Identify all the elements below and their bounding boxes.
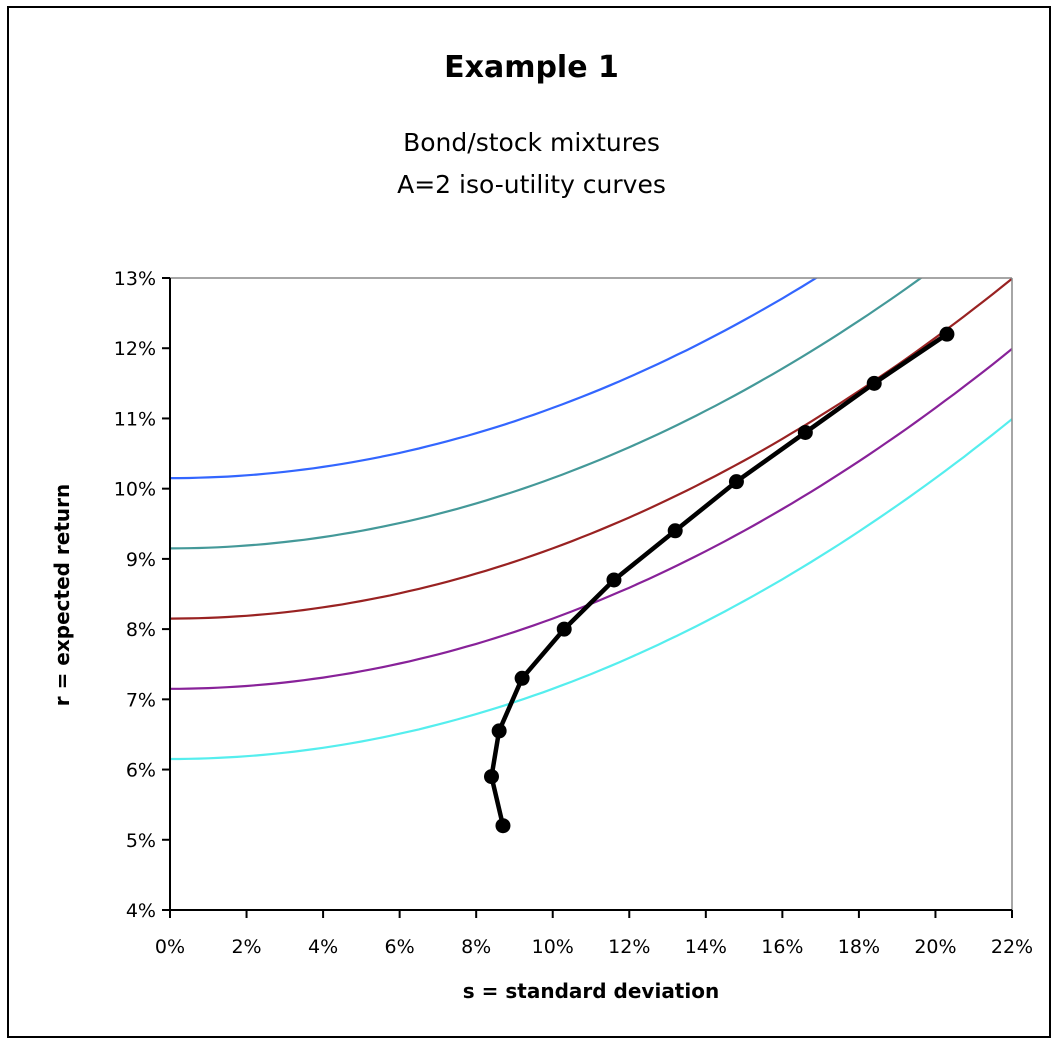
frontier-point <box>667 523 683 539</box>
x-tick-label: 12% <box>608 936 650 958</box>
frontier-point <box>495 818 511 834</box>
y-tick-label: 7% <box>126 689 156 711</box>
x-tick-label: 0% <box>155 936 185 958</box>
x-tick-label: 22% <box>991 936 1033 958</box>
iso-utility-curve-1 <box>170 278 819 480</box>
chart-frame <box>7 6 1051 1038</box>
y-tick-label: 12% <box>114 338 156 360</box>
y-tick-label: 11% <box>114 408 156 430</box>
chart-title: Example 1 <box>444 50 619 85</box>
x-tick-label: 4% <box>308 936 338 958</box>
x-tick-label: 6% <box>385 936 415 958</box>
x-tick-label: 16% <box>761 936 803 958</box>
frontier-point <box>728 474 744 490</box>
iso-utility-curves <box>170 278 1012 761</box>
frontier-point <box>514 670 530 686</box>
y-tick-label: 9% <box>126 549 156 571</box>
x-tick-label: 20% <box>914 936 956 958</box>
y-tick-label: 5% <box>126 830 156 852</box>
axes: 0% 2% 4% 6% 8% 10% 12% 14% 16% 18% 20% 22% 4% 5% 6% 7% 8… <box>114 268 1033 958</box>
x-tick-label: 2% <box>231 936 261 958</box>
frontier <box>483 326 955 834</box>
chart-subtitle-line-2: A=2 iso-utility curves <box>397 170 666 199</box>
iso-utility-curve-4 <box>170 348 1012 690</box>
iso-utility-curve-3 <box>170 278 1012 620</box>
frontier-line <box>489 332 949 827</box>
frontier-point <box>491 723 507 739</box>
frontier-point <box>606 572 622 588</box>
frontier-point <box>483 769 499 785</box>
frontier-point <box>939 326 955 342</box>
y-tick-label: 10% <box>114 479 156 501</box>
x-tick-label: 18% <box>838 936 880 958</box>
y-axis-title: r = expected return <box>50 484 74 706</box>
iso-utility-curve-5 <box>170 418 1012 761</box>
frontier-point <box>866 375 882 391</box>
y-tick-label: 8% <box>126 619 156 641</box>
chart-subtitle-line-1: Bond/stock mixtures <box>403 128 660 157</box>
x-tick-label: 14% <box>685 936 727 958</box>
x-tick-label: 8% <box>461 936 491 958</box>
frontier-point <box>797 424 813 440</box>
y-tick-label: 4% <box>126 900 156 922</box>
y-tick-label: 6% <box>126 760 156 782</box>
x-axis-title: s = standard deviation <box>463 979 719 1003</box>
frontier-point <box>556 621 572 637</box>
y-tick-label: 13% <box>114 268 156 290</box>
x-tick-label: 10% <box>532 936 574 958</box>
iso-utility-curve-2 <box>170 278 923 550</box>
